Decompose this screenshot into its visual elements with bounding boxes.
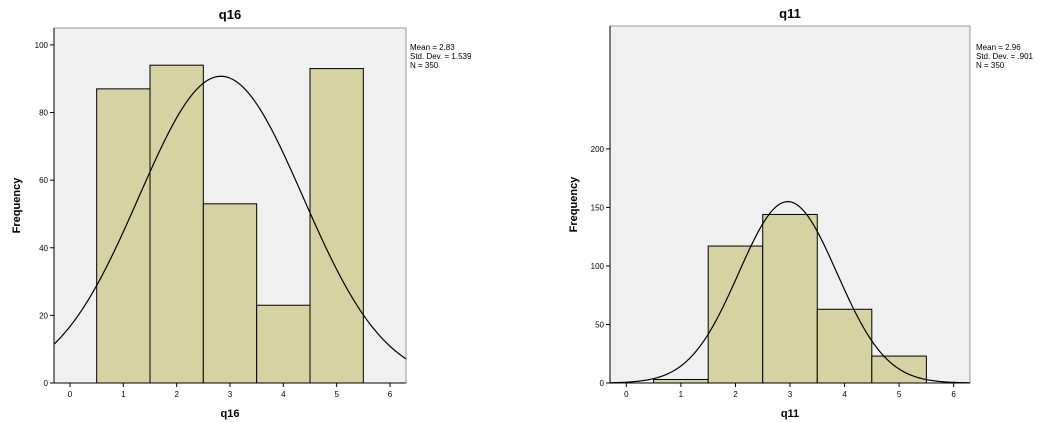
stats-n-q16: N = 350 bbox=[410, 61, 439, 70]
bar-q11-4 bbox=[816, 308, 873, 384]
x-tick-label-q16-4: 4 bbox=[281, 390, 286, 399]
bar-q16-3 bbox=[202, 203, 258, 384]
y-tick-label-q11-50: 50 bbox=[595, 320, 604, 329]
y-tick-label-q16-100: 100 bbox=[35, 41, 49, 50]
stats-mean-q16: Mean = 2.83 bbox=[410, 43, 455, 52]
bar-q11-3 bbox=[762, 213, 818, 384]
y-tick-label-q11-150: 150 bbox=[591, 203, 605, 212]
y-tick-label-q16-60: 60 bbox=[39, 176, 48, 185]
y-axis-label-q11: Frequency bbox=[568, 176, 580, 233]
x-axis-label-q11: q11 bbox=[781, 408, 799, 420]
stats-n-q11: N = 350 bbox=[976, 61, 1005, 70]
x-tick-label-q11-2: 2 bbox=[733, 390, 738, 399]
stats-box-q16: Mean = 2.83 Std. Dev. = 1.539 N = 350 bbox=[410, 43, 472, 70]
bar-q16-2 bbox=[149, 64, 204, 384]
x-tick-label-q16-6: 6 bbox=[388, 390, 393, 399]
stats-box-q11: Mean = 2.96 Std. Dev. = .901 N = 350 bbox=[976, 43, 1034, 70]
x-tick-label-q16-2: 2 bbox=[174, 390, 179, 399]
normal-curve-q16 bbox=[53, 75, 407, 360]
y-tick-label-q16-40: 40 bbox=[39, 244, 48, 253]
bars-q16 bbox=[96, 64, 364, 384]
bars-q11 bbox=[653, 213, 927, 384]
y-tick-label-q16-80: 80 bbox=[39, 109, 48, 118]
chart-title-q11: q11 bbox=[779, 6, 801, 21]
x-tick-label-q11-6: 6 bbox=[951, 390, 956, 399]
x-tick-label-q11-3: 3 bbox=[788, 390, 793, 399]
bar-q16-5 bbox=[309, 68, 364, 384]
y-tick-label-q11-0: 0 bbox=[600, 379, 605, 388]
stats-sd-q16: Std. Dev. = 1.539 bbox=[410, 52, 472, 61]
chart-title-q16: q16 bbox=[219, 7, 241, 22]
x-tick-label-q11-4: 4 bbox=[842, 390, 847, 399]
normal-curve-q11 bbox=[609, 201, 971, 384]
x-axis-label-q16: q16 bbox=[221, 408, 240, 420]
bar-q16-1 bbox=[96, 88, 151, 384]
x-tick-label-q16-5: 5 bbox=[334, 390, 339, 399]
x-tick-label-q16-1: 1 bbox=[121, 390, 126, 399]
bar-q11-2 bbox=[707, 245, 764, 384]
x-tick-label-q11-1: 1 bbox=[679, 390, 684, 399]
x-tick-label-q16-3: 3 bbox=[228, 390, 233, 399]
y-tick-label-q16-0: 0 bbox=[44, 379, 49, 388]
bar-q11-1 bbox=[653, 378, 709, 384]
y-tick-label-q11-100: 100 bbox=[591, 262, 605, 271]
x-tick-label-q16-0: 0 bbox=[68, 390, 73, 399]
bar-q16-4 bbox=[256, 304, 311, 384]
x-tick-label-q11-0: 0 bbox=[624, 390, 629, 399]
x-tick-label-q11-5: 5 bbox=[897, 390, 902, 399]
y-tick-label-q16-20: 20 bbox=[39, 311, 48, 320]
histogram-q11: 0 1 2 3 4 5 6 0 50 100 150 200 q11 q11 Frequency Me… bbox=[568, 6, 1034, 420]
y-axis-label-q16: Frequency bbox=[11, 177, 23, 234]
stats-sd-q11: Std. Dev. = .901 bbox=[976, 52, 1034, 61]
stats-mean-q11: Mean = 2.96 bbox=[976, 43, 1021, 52]
y-tick-label-q11-200: 200 bbox=[591, 145, 605, 154]
axes-q11: 0 1 2 3 4 5 6 0 50 100 150 200 bbox=[591, 26, 970, 399]
